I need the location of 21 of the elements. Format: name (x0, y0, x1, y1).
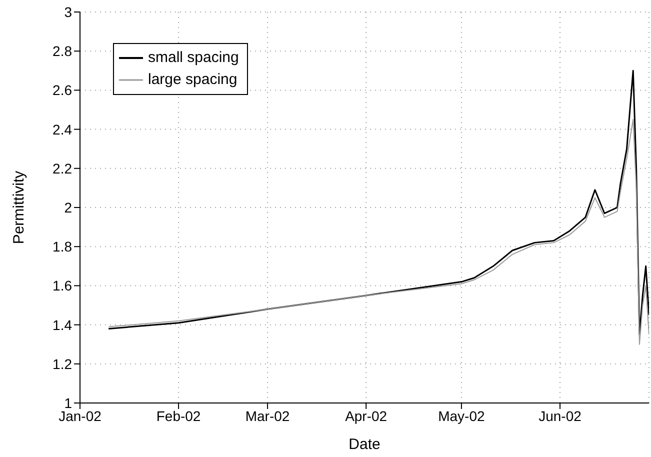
x-tick-label: Mar-02 (245, 408, 290, 424)
y-axis-title: Permittivity (10, 170, 28, 244)
y-tick-label: 1.6 (52, 278, 72, 294)
y-tick-label: 2.6 (52, 82, 72, 98)
y-tick-label: 2 (64, 199, 72, 216)
y-tick-label: 2.2 (52, 160, 72, 176)
x-tick-label: May-02 (438, 408, 486, 424)
y-tick-label: 2.4 (52, 121, 72, 138)
x-tick-label: Jun-02 (538, 408, 582, 424)
legend-label: small spacing (148, 48, 239, 68)
y-tick-label: 1.8 (52, 238, 72, 255)
y-tick-label: 1.4 (52, 316, 72, 333)
y-tick-label: 2.8 (52, 43, 72, 60)
x-axis-title: Date (348, 436, 380, 453)
legend-label: large spacing (148, 70, 238, 90)
x-tick-label: Feb-02 (156, 408, 201, 424)
y-tick-label: 3 (64, 4, 72, 20)
x-tick-label: Apr-02 (345, 408, 388, 424)
y-tick-label: 1.2 (52, 356, 72, 372)
line-series (108, 70, 649, 336)
line-series (108, 119, 649, 345)
